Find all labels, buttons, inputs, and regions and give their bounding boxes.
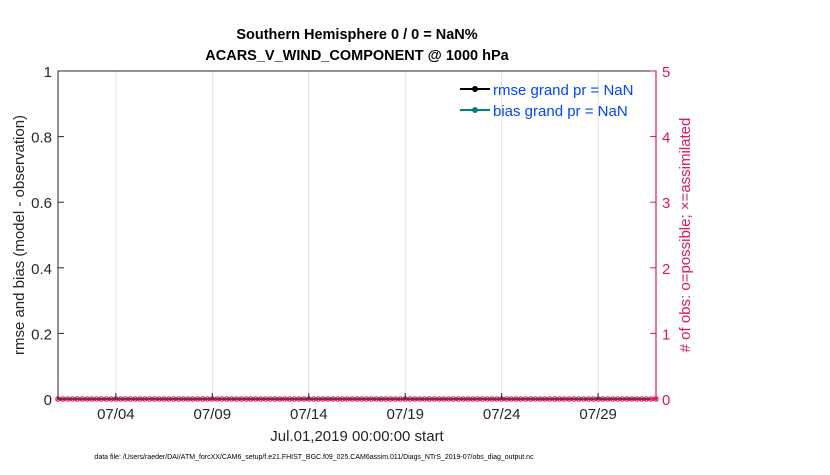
legend-rmse-label: rmse grand pr = NaN (493, 82, 633, 99)
y-right-tick-label: 1 (662, 326, 670, 343)
plot-area-frame (57, 70, 657, 400)
legend-rmse-marker (472, 86, 478, 92)
y-tick-label: 0.4 (31, 261, 52, 278)
x-tick-label: 07/04 (97, 406, 135, 423)
y-tick-label: 0.2 (31, 326, 52, 343)
legend: rmse grand pr = NaN bias grand pr = NaN (460, 82, 633, 120)
chart-title-line1: Southern Hemisphere 0 / 0 = NaN% (236, 27, 477, 43)
y-axis-right-label: # of obs: o=possible; ×=assimilated (677, 118, 694, 353)
y-right-tick-label: 0 (662, 392, 670, 409)
y-axis-label: rmse and bias (model - observation) (11, 115, 28, 355)
y-tick-label: 1 (44, 64, 52, 81)
y-right-tick-label: 3 (662, 195, 670, 212)
chart-title-line2: ACARS_V_WIND_COMPONENT @ 1000 hPa (205, 48, 509, 64)
y-tick-label: 0.8 (31, 130, 52, 147)
y-right-tick-label: 2 (662, 261, 670, 278)
y-tick-label: 0.6 (31, 195, 52, 212)
x-tick-label: 07/09 (194, 406, 232, 423)
y-tick-label: 0 (44, 392, 52, 409)
data-file-footer: data file: /Users/raeder/DAI/ATM_forcXX/… (94, 454, 534, 461)
x-tick-label: 07/24 (483, 406, 521, 423)
y-right-tick-label: 4 (662, 130, 670, 147)
y-right-tick-label: 5 (662, 64, 670, 81)
x-tick-label: 07/19 (386, 406, 424, 423)
x-tick-label: 07/14 (290, 406, 328, 423)
legend-bias-label: bias grand pr = NaN (493, 103, 628, 120)
legend-bias-marker (472, 107, 478, 113)
x-axis-label: Jul.01,2019 00:00:00 start (270, 428, 444, 445)
x-tick-label: 07/29 (579, 406, 617, 423)
